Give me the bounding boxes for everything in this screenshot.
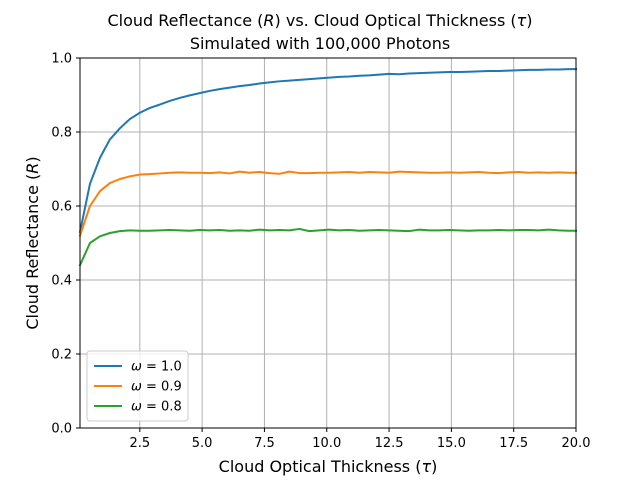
series-lines: [80, 69, 576, 265]
series-line-2: [80, 229, 576, 265]
x-tick-label: 15.0: [437, 436, 466, 451]
x-tick-label: 7.5: [254, 436, 275, 451]
series-line-0: [80, 69, 576, 232]
x-axis-label: Cloud Optical Thickness (τ): [219, 457, 438, 476]
y-tick-label: 0.8: [51, 126, 72, 141]
x-tick-label: 5.0: [192, 436, 213, 451]
x-tick-label: 20.0: [562, 436, 591, 451]
y-tick-label: 0.2: [51, 348, 72, 363]
legend-label-omega-0-9: ω = 0.9: [131, 380, 182, 395]
chart-title: Cloud Reflectance (R) vs. Cloud Optical …: [107, 11, 532, 30]
y-tick-label: 0.6: [51, 200, 72, 215]
chart-subtitle: Simulated with 100,000 Photons: [190, 34, 450, 53]
legend-label-omega-1-0: ω = 1.0: [131, 360, 182, 375]
y-tick-label: 0.4: [51, 274, 72, 289]
legend: ω = 1.0 ω = 0.9 ω = 0.8: [87, 351, 188, 421]
x-tick-label: 10.0: [312, 436, 341, 451]
y-tick-label: 1.0: [51, 52, 72, 67]
x-tick-label: 17.5: [499, 436, 528, 451]
y-tick-label: 0.0: [51, 422, 72, 437]
x-tick-label: 12.5: [375, 436, 404, 451]
legend-label-omega-0-8: ω = 0.8: [131, 400, 182, 415]
series-line-1: [80, 172, 576, 236]
y-axis-label: Cloud Reflectance (R): [23, 156, 42, 329]
x-tick-label: 2.5: [129, 436, 150, 451]
